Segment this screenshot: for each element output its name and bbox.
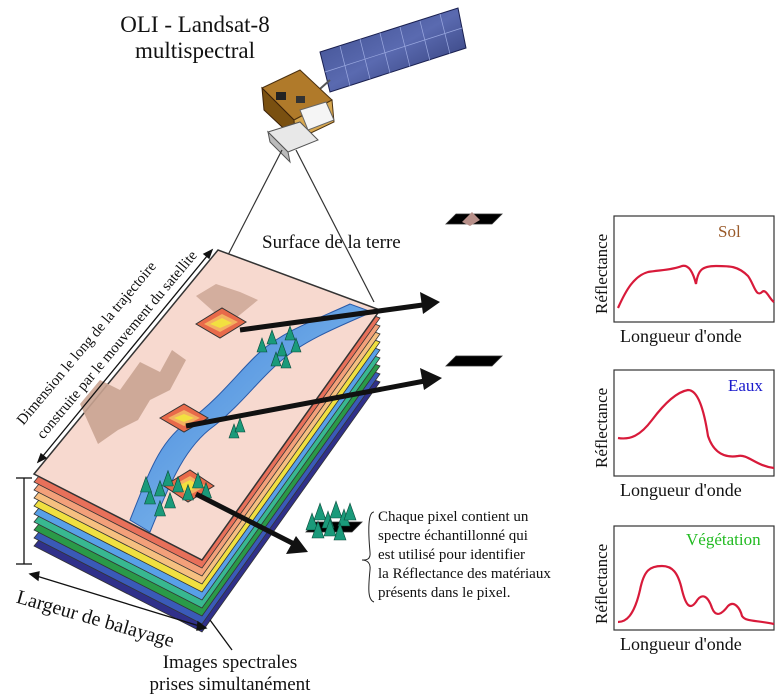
terrain-patch: [462, 212, 480, 226]
tree-icon: [162, 469, 174, 487]
pixel-note-line: la Réflectance des matériaux: [378, 566, 551, 582]
tree-icon: [182, 483, 194, 501]
note-bracket: [361, 511, 375, 603]
tree-icon: [256, 337, 268, 353]
tree-icon: [311, 520, 325, 539]
chart-title-soil: Sol: [718, 222, 741, 241]
chart-soil: [613, 215, 775, 323]
chart-title-water: Eaux: [728, 376, 763, 395]
pixel-spectrum-stack-water: [445, 355, 503, 367]
chart-title-vegetation: Végétation: [686, 530, 761, 549]
tree-icon: [270, 351, 282, 367]
chart-vegetation: [613, 525, 775, 631]
tree-icon: [276, 341, 288, 357]
tree-icon: [154, 499, 166, 517]
earth-surface: [32, 249, 382, 561]
title-line-1: OLI - Landsat-8: [120, 12, 270, 37]
reflectance-curve-water: [617, 388, 775, 470]
chart-xlabel-soil: Longueur d'onde: [620, 326, 742, 346]
images-label: Images spectrales prises simultanément: [130, 652, 330, 696]
pixel-note-line: Chaque pixel contient un: [378, 509, 529, 525]
chart-ylabel-water: Réflectance: [592, 387, 611, 468]
tree-icon: [154, 479, 166, 497]
images-label-line-2: prises simultanément: [149, 673, 311, 695]
pixel-note-line: est utilisé pour identifier: [378, 547, 526, 563]
tree-icon: [266, 329, 278, 345]
pixel-note-line: présents dans le pixel.: [378, 585, 511, 601]
tree-icon: [333, 522, 347, 541]
undefined-top: [445, 355, 503, 367]
tree-icon: [192, 471, 204, 489]
reflectance-curve-soil: [616, 264, 775, 309]
pixel-spectrum-stack-soil: [445, 212, 503, 226]
chart-ylabel-soil: Réflectance: [592, 233, 611, 314]
pixel-spectrum-stack-vegetation: [305, 500, 363, 541]
tree-icon: [234, 417, 246, 433]
tree-icon: [323, 518, 337, 537]
tree-icon: [144, 487, 156, 505]
chart-xlabel-water: Longueur d'onde: [620, 480, 742, 500]
pixel-note-line: spectre échantillonné qui: [378, 528, 528, 544]
dimension-arrows: [16, 248, 233, 651]
tree-icon: [172, 475, 184, 493]
tree-icons: [140, 325, 302, 517]
tree-icon: [329, 500, 343, 519]
reflectance-curve-vegetation: [617, 564, 775, 626]
tree-icon: [343, 502, 357, 521]
diagram-title: OLI - Landsat-8 multispectral: [95, 12, 295, 65]
tree-icon: [313, 502, 327, 521]
tree-icon: [140, 475, 152, 493]
chart-xlabel-vegetation: Longueur d'onde: [620, 634, 742, 654]
pixel-cutout-water: [159, 403, 209, 433]
pixel-cutout-soil: [195, 307, 247, 339]
chart-water: [613, 369, 775, 477]
pixel-arrows: [185, 292, 442, 554]
chart-ylabel-vegetation: Réflectance: [592, 543, 611, 624]
tree-icon: [290, 337, 302, 353]
tree-icon: [280, 353, 292, 369]
satellite-icon: [261, 7, 467, 164]
tree-icon: [164, 491, 176, 509]
pixel-note: Chaque pixel contient un spectre échanti…: [378, 508, 551, 603]
view-cone-lines: [227, 149, 375, 303]
tree-icon: [305, 512, 319, 531]
images-label-line-1: Images spectrales: [162, 652, 298, 673]
surface-label: Surface de la terre: [262, 232, 401, 253]
title-line-2: multispectral: [134, 38, 256, 64]
tree-icon: [284, 325, 296, 341]
